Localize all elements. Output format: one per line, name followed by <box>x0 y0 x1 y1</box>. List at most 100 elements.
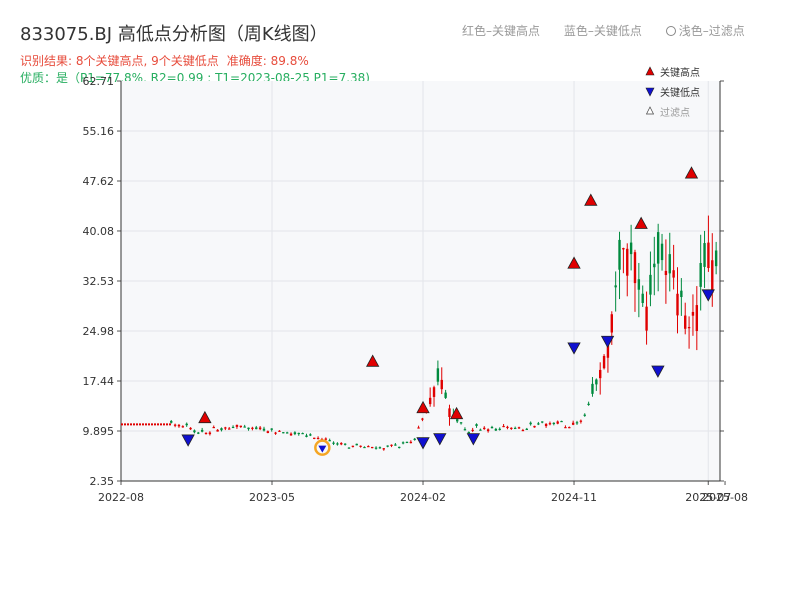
candle-body <box>622 247 625 250</box>
low-point-marker <box>181 434 195 447</box>
candle-body <box>301 433 304 435</box>
candle-body <box>170 421 173 423</box>
candle-body <box>262 428 266 431</box>
y-tick-label: 32.53 <box>83 275 115 288</box>
candle-body <box>398 446 401 449</box>
candle-body <box>282 432 285 434</box>
candle-body <box>189 427 192 430</box>
candle-body <box>703 243 706 267</box>
candle-body <box>243 426 246 428</box>
candle-body <box>641 293 644 304</box>
plot-legend <box>645 66 655 115</box>
result-text: 识别结果: 8个关键高点, 9个关键低点 <box>20 54 219 68</box>
top-legend: 红色–关键高点 蓝色–关键低点 浅色–过滤点 <box>462 22 785 39</box>
candle-body <box>401 442 405 444</box>
candle-body <box>177 424 181 427</box>
candle-body <box>255 427 258 430</box>
candle-body <box>444 392 447 398</box>
candle-body <box>684 315 687 329</box>
candle-body <box>359 445 362 447</box>
legend-high-label: 关键高点 <box>660 66 700 79</box>
candle-body <box>235 424 239 427</box>
candle-body <box>343 443 347 445</box>
candle-body <box>386 445 389 447</box>
x-tick-label: 2023-05 <box>249 491 295 504</box>
candles <box>170 215 718 451</box>
candle-body <box>285 432 289 434</box>
legend-filtered-icon <box>645 106 655 115</box>
candle-body <box>699 263 702 287</box>
candle-body <box>367 446 370 448</box>
candle-body <box>664 270 668 276</box>
candle-body <box>374 447 378 449</box>
candle-body <box>428 397 432 405</box>
candle-body <box>316 437 320 440</box>
x-tick-label: 2022-08 <box>98 491 144 504</box>
candle-body <box>409 441 413 444</box>
accuracy-text: 准确度: 89.8% <box>226 54 309 68</box>
candle-body <box>483 427 486 430</box>
candle-body <box>479 429 482 431</box>
filtered-point-marker <box>318 445 327 453</box>
legend-filtered-label: 过滤点 <box>660 106 690 119</box>
candle-body <box>533 425 536 428</box>
candle-body <box>502 425 505 428</box>
candle-body <box>633 252 637 284</box>
candle-body <box>471 429 474 432</box>
candle-body <box>610 314 613 333</box>
high-point-marker <box>198 410 212 424</box>
candle-body <box>173 424 177 426</box>
candle-body <box>556 421 559 424</box>
candle-body <box>200 429 204 432</box>
chart-title: 833075.BJ 高低点分析图（周K线图） <box>20 24 328 45</box>
result-summary: 识别结果: 8个关键高点, 9个关键低点 准确度: 89.8% <box>20 52 309 69</box>
legend-low-label: 关键低点 <box>660 86 700 99</box>
low-point-marker <box>701 289 715 302</box>
candle-body <box>626 248 629 276</box>
candle-body <box>448 408 451 417</box>
candle-body <box>467 432 471 434</box>
candle-body <box>579 420 583 422</box>
candle-body <box>602 355 606 369</box>
high-point-marker <box>684 166 699 179</box>
candle-body <box>394 444 397 446</box>
candle-body <box>239 425 242 428</box>
candle-body <box>363 446 366 449</box>
high-point-marker <box>584 193 598 206</box>
candle-body <box>274 432 277 434</box>
candle-body <box>432 387 436 397</box>
ring-icon <box>665 26 676 36</box>
candle-body <box>618 239 621 270</box>
low-point-marker <box>567 342 581 355</box>
legend-light-text: 浅色–过滤点 <box>678 24 745 38</box>
candle-body <box>266 431 270 433</box>
candle-body <box>382 448 385 450</box>
candle-body <box>251 427 254 429</box>
legend-low-icon <box>645 87 655 97</box>
candle-body <box>629 242 633 255</box>
candle-body <box>336 443 339 445</box>
candle-body <box>560 420 563 423</box>
x-tick-label: 2024-02 <box>400 491 446 504</box>
candle-body <box>340 442 343 445</box>
candle-body <box>490 426 494 429</box>
candle-body <box>517 427 521 429</box>
candle-body <box>680 290 683 298</box>
y-tick-label: 55.16 <box>83 125 115 138</box>
legend-high-icon <box>645 66 655 76</box>
candle-body <box>552 422 556 425</box>
candle-body <box>645 306 648 331</box>
low-point-marker <box>433 433 447 446</box>
low-point-marker <box>600 335 615 349</box>
y-tick-label: 17.44 <box>83 375 115 388</box>
legend-red-text: 红色–关键高点 <box>462 24 541 38</box>
legend-light-wrap: 浅色–过滤点 <box>665 24 765 38</box>
candle-body <box>421 418 424 420</box>
y-tick-label: 9.895 <box>83 425 115 438</box>
candle-body <box>463 429 467 431</box>
candle-body <box>653 263 656 268</box>
x-tick-label: 2025-07 <box>685 491 731 504</box>
x-tick-label: 2024-11 <box>551 491 597 504</box>
candle-body <box>521 429 525 432</box>
y-tick-label: 2.35 <box>90 475 115 488</box>
